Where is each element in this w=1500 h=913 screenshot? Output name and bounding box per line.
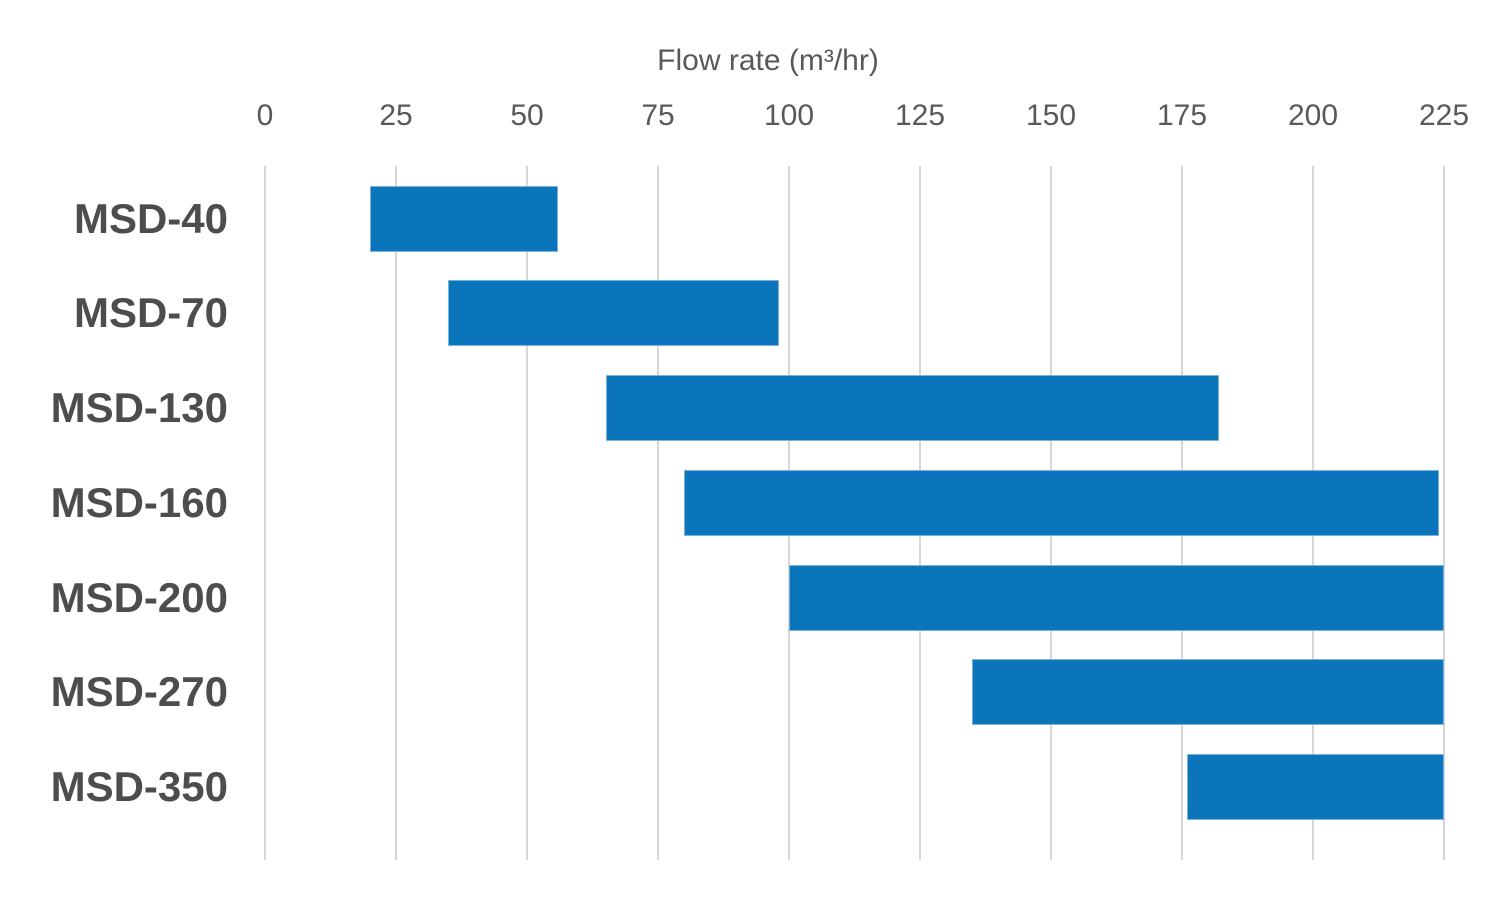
x-tick-label-175: 175	[1156, 99, 1208, 132]
gridline-75	[657, 166, 659, 860]
x-tick-label-200: 200	[1287, 99, 1339, 132]
x-tick-label-75: 75	[641, 99, 675, 132]
range-bar-msd-130	[605, 375, 1219, 441]
x-tick-label-150: 150	[1025, 99, 1077, 132]
x-tick-label-50: 50	[510, 99, 544, 132]
x-tick-label-225: 225	[1418, 99, 1470, 132]
x-tick-label-0: 0	[256, 99, 274, 132]
gridline-50	[526, 166, 528, 860]
range-bar-msd-350	[1187, 754, 1444, 820]
range-bar-msd-200	[789, 564, 1444, 631]
gridline-0	[264, 166, 266, 860]
category-label-msd-350: MSD-350	[50, 763, 228, 810]
range-bar-msd-270	[972, 659, 1444, 726]
category-label-msd-270: MSD-270	[50, 668, 228, 716]
range-bar-msd-70	[448, 280, 779, 347]
category-label-msd-130: MSD-130	[50, 384, 228, 431]
category-label-msd-40: MSD-40	[73, 194, 228, 242]
category-label-msd-160: MSD-160	[50, 478, 228, 526]
gridline-225	[1443, 166, 1445, 860]
range-bar-msd-40	[369, 185, 559, 252]
chart-title: Flow rate (m³/hr)	[657, 44, 879, 77]
x-tick-label-25: 25	[379, 99, 413, 132]
category-label-msd-200: MSD-200	[50, 573, 228, 621]
range-bar-msd-160	[684, 469, 1439, 536]
category-label-msd-70: MSD-70	[73, 289, 228, 337]
gridline-25	[395, 166, 397, 860]
x-tick-label-100: 100	[763, 99, 815, 132]
x-tick-label-125: 125	[894, 99, 946, 132]
